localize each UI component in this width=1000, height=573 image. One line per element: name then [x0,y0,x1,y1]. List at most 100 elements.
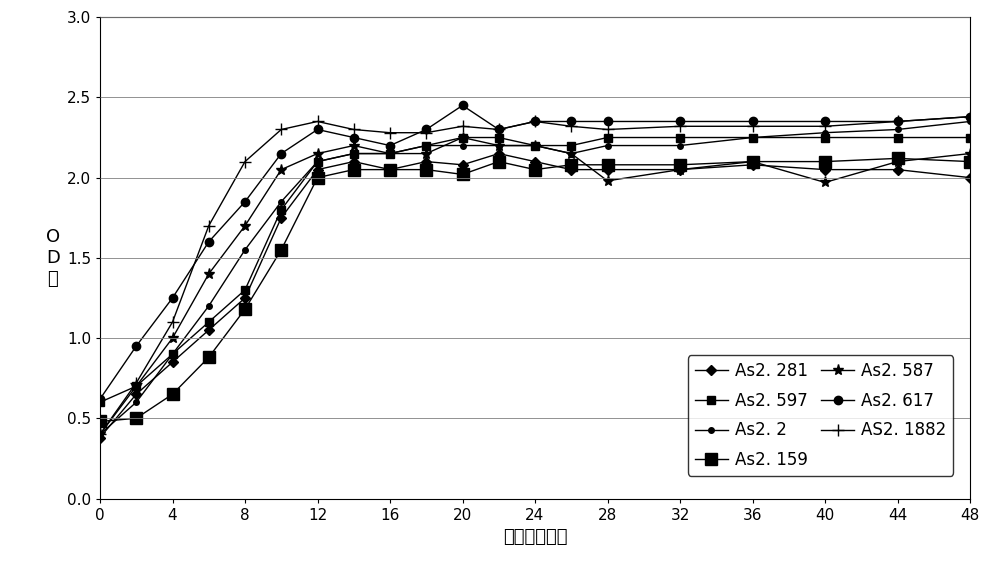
As2. 617 [964,113,976,120]
As2. 597 [239,286,251,293]
As2. 617 [819,118,831,125]
As2. 587 [565,150,577,157]
As2. 617 [312,126,324,133]
As2. 617 [166,295,179,301]
As2. 597 [964,134,976,141]
X-axis label: 时间（小时）: 时间（小时） [503,528,567,546]
AS2. 1882 [493,126,505,133]
As2. 587 [166,335,179,342]
As2. 597 [819,134,831,141]
Line: As2. 159: As2. 159 [94,153,976,427]
As2. 587 [275,166,287,173]
As2. 587 [312,150,324,157]
As2. 159 [456,171,468,178]
As2. 587 [384,150,396,157]
As2. 159 [746,158,759,165]
As2. 2 [166,351,179,358]
As2. 281 [565,166,577,173]
AS2. 1882 [275,126,287,133]
As2. 587 [529,142,541,149]
As2. 617 [529,118,541,125]
As2. 281 [275,214,287,221]
AS2. 1882 [130,379,142,386]
As2. 597 [565,142,577,149]
As2. 587 [348,142,360,149]
As2. 587 [420,150,432,157]
As2. 159 [964,158,976,165]
As2. 597 [275,206,287,213]
As2. 159 [674,162,686,168]
Line: As2. 617: As2. 617 [96,101,974,403]
As2. 587 [493,142,505,149]
AS2. 1882 [565,123,577,129]
As2. 2 [94,431,106,438]
AS2. 1882 [94,431,106,438]
As2. 159 [384,166,396,173]
Line: As2. 597: As2. 597 [96,134,974,406]
As2. 597 [348,150,360,157]
As2. 617 [420,126,432,133]
As2. 2 [348,150,360,157]
As2. 281 [674,166,686,173]
As2. 2 [312,158,324,165]
AS2. 1882 [166,319,179,325]
AS2. 1882 [819,123,831,129]
As2. 2 [565,150,577,157]
As2. 159 [602,162,614,168]
As2. 159 [420,166,432,173]
AS2. 1882 [203,222,215,229]
As2. 617 [674,118,686,125]
As2. 597 [746,134,759,141]
As2. 281 [384,166,396,173]
As2. 617 [384,142,396,149]
As2. 617 [94,395,106,402]
As2. 2 [493,142,505,149]
As2. 617 [275,150,287,157]
As2. 597 [493,134,505,141]
As2. 597 [529,142,541,149]
As2. 597 [456,134,468,141]
AS2. 1882 [312,118,324,125]
As2. 159 [312,174,324,181]
As2. 281 [312,166,324,173]
As2. 587 [964,150,976,157]
As2. 587 [602,178,614,185]
As2. 597 [674,134,686,141]
As2. 587 [94,431,106,438]
As2. 281 [239,295,251,301]
As2. 2 [420,142,432,149]
As2. 2 [892,126,904,133]
As2. 597 [94,399,106,406]
As2. 587 [456,134,468,141]
As2. 159 [819,158,831,165]
As2. 159 [94,418,106,425]
AS2. 1882 [892,118,904,125]
As2. 2 [239,246,251,253]
As2. 281 [130,391,142,398]
As2. 159 [275,246,287,253]
As2. 2 [602,142,614,149]
As2. 281 [819,166,831,173]
As2. 2 [384,150,396,157]
As2. 159 [529,166,541,173]
AS2. 1882 [674,123,686,129]
As2. 2 [130,399,142,406]
As2. 281 [964,174,976,181]
As2. 597 [384,150,396,157]
As2. 617 [456,102,468,109]
As2. 281 [203,327,215,333]
AS2. 1882 [964,113,976,120]
As2. 159 [493,158,505,165]
As2. 159 [565,162,577,168]
As2. 159 [203,354,215,361]
Line: As2. 2: As2. 2 [97,119,973,437]
As2. 617 [239,198,251,205]
As2. 617 [565,118,577,125]
As2. 281 [348,158,360,165]
As2. 281 [166,359,179,366]
As2. 617 [493,126,505,133]
As2. 617 [746,118,759,125]
As2. 597 [312,158,324,165]
As2. 587 [892,158,904,165]
As2. 597 [203,319,215,325]
